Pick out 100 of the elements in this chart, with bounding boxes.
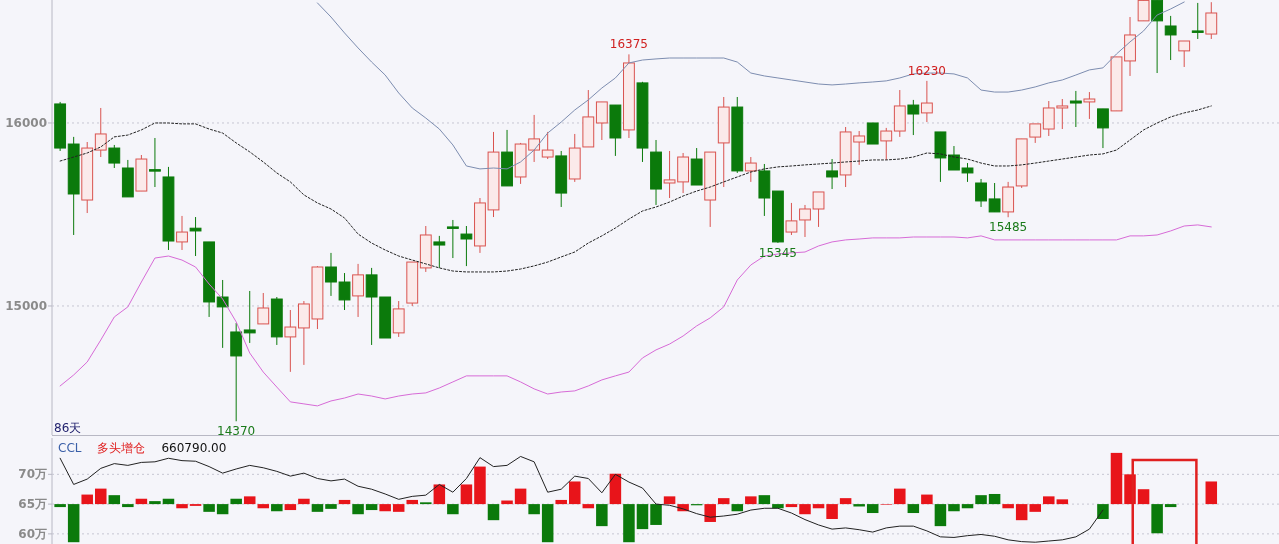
bar xyxy=(528,504,540,515)
bar xyxy=(731,504,744,512)
bar xyxy=(894,488,906,505)
candlestick xyxy=(920,80,933,123)
candlestick xyxy=(243,290,256,344)
candlestick xyxy=(189,216,202,257)
candlestick xyxy=(1151,0,1164,74)
bar xyxy=(352,504,364,515)
bar xyxy=(582,504,595,509)
bar xyxy=(1205,481,1218,505)
bar xyxy=(365,504,378,511)
bar xyxy=(1002,504,1014,509)
candlestick xyxy=(1164,15,1177,61)
annotation: 660790.00 xyxy=(161,441,227,455)
candlestick xyxy=(1069,90,1082,128)
candlestick xyxy=(1083,91,1096,120)
bar xyxy=(108,495,121,505)
candlestick xyxy=(826,158,838,190)
bar xyxy=(704,504,716,522)
y-tick-label: 60万 xyxy=(18,526,47,541)
bar xyxy=(1015,504,1028,521)
bar xyxy=(1164,504,1177,508)
bar xyxy=(948,504,960,512)
bar xyxy=(839,498,852,505)
bar xyxy=(176,504,188,509)
bar xyxy=(474,466,486,505)
bar xyxy=(636,504,649,530)
bar xyxy=(988,493,1001,505)
y-tick-label: 70万 xyxy=(18,467,47,482)
bar xyxy=(338,499,351,505)
candlestick xyxy=(94,107,107,158)
candlestick xyxy=(1205,1,1218,40)
candlestick xyxy=(595,101,608,141)
bar xyxy=(812,504,825,509)
bar xyxy=(216,504,229,515)
candlestick xyxy=(1029,123,1042,144)
bar xyxy=(717,498,730,505)
bar xyxy=(433,484,446,505)
candlestick xyxy=(216,279,229,349)
bar xyxy=(460,484,473,505)
candlestick xyxy=(176,215,188,251)
bar xyxy=(799,504,811,515)
bar xyxy=(122,504,134,508)
annotation: 16375 xyxy=(609,37,649,52)
bar xyxy=(406,499,418,505)
candlestick xyxy=(257,292,270,325)
bar xyxy=(487,504,500,521)
bar xyxy=(596,504,608,527)
bar xyxy=(650,504,662,525)
bar xyxy=(298,498,310,505)
annotation: 86天 xyxy=(54,421,82,435)
candlestick xyxy=(433,235,446,269)
bar xyxy=(284,504,297,511)
bar xyxy=(623,504,635,543)
bar xyxy=(95,488,107,505)
bar xyxy=(230,498,242,505)
bar xyxy=(961,504,974,509)
bar xyxy=(934,504,947,527)
annotation: 16230 xyxy=(907,63,946,78)
candlestick xyxy=(988,182,1001,213)
bar xyxy=(1097,504,1109,519)
line-series xyxy=(316,1,1185,170)
bar xyxy=(785,504,798,508)
annotation: 15345 xyxy=(758,245,797,260)
candlestick xyxy=(284,309,297,373)
y-tick-label: 16000 xyxy=(5,115,47,130)
candlestick xyxy=(1178,40,1191,68)
candlestick xyxy=(230,322,243,422)
candlestick xyxy=(352,263,364,318)
bar xyxy=(203,504,215,512)
candlestick xyxy=(1191,2,1204,40)
line-series xyxy=(59,224,1212,407)
bar xyxy=(745,496,757,505)
bar xyxy=(975,495,987,505)
bar xyxy=(1043,496,1055,505)
bar xyxy=(271,504,283,512)
candlestick xyxy=(446,219,459,259)
y-tick-label: 15000 xyxy=(5,298,47,313)
bar xyxy=(541,504,554,543)
bar xyxy=(1151,504,1163,534)
candlestick xyxy=(1097,108,1109,149)
annotation: 15485 xyxy=(989,220,1028,235)
y-tick-label: 65万 xyxy=(18,497,47,512)
bar xyxy=(772,504,784,509)
bar xyxy=(325,504,337,509)
bar xyxy=(907,504,920,514)
bar xyxy=(243,496,256,505)
annotation: CCL xyxy=(58,441,82,455)
bar xyxy=(1056,499,1069,505)
candlestick xyxy=(880,127,893,161)
bar xyxy=(54,504,66,508)
candlestick xyxy=(108,144,121,169)
bar xyxy=(67,504,80,543)
candlestick xyxy=(907,99,920,136)
candlestick xyxy=(1137,0,1150,22)
candlestick xyxy=(744,156,757,183)
line-series xyxy=(59,455,1104,543)
candlestick xyxy=(460,225,473,267)
line-series xyxy=(59,105,1212,273)
bar xyxy=(1029,504,1041,512)
